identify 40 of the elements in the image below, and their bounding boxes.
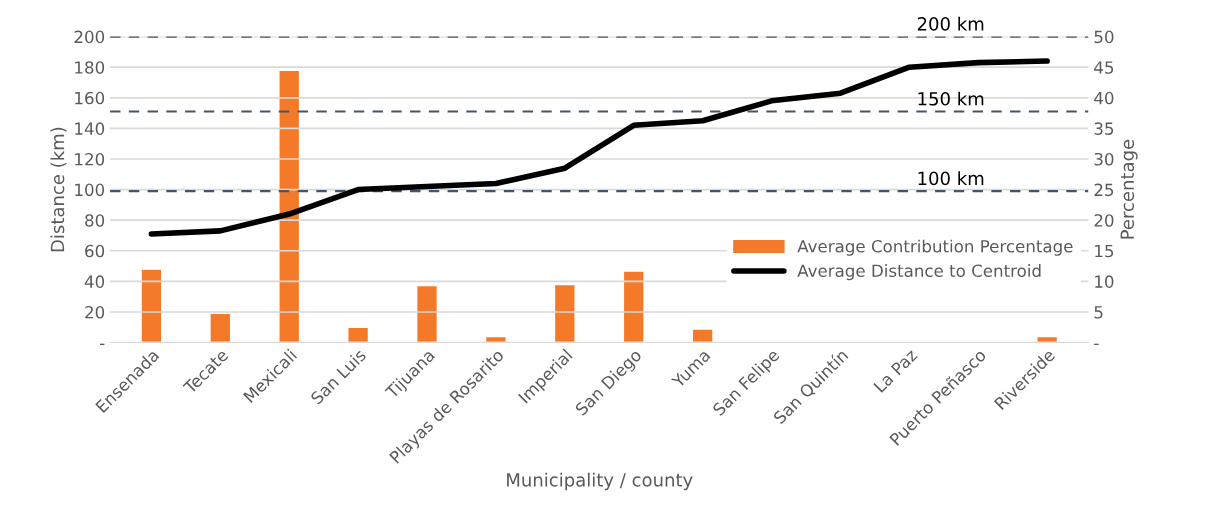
y-axis-title: Distance (km): [50, 127, 67, 252]
y2-tick-label: -: [1094, 343, 1099, 345]
ref-line-label: 150 km: [918, 91, 984, 106]
y-tick-label: 100: [75, 183, 105, 197]
y-tick-label: 120: [75, 152, 105, 166]
x-tick-label: La Paz: [873, 348, 918, 393]
y2-tick-label: 10: [1095, 275, 1114, 288]
y2-axis-title: Percentage: [1120, 139, 1138, 239]
x-tick-label: San Luis: [309, 348, 367, 405]
bar: [415, 284, 439, 343]
legend-label: Average Distance to Centroid: [797, 264, 1041, 281]
y2-tick-label: 25: [1094, 183, 1114, 197]
y2-tick-label: 50: [1094, 30, 1114, 44]
y-tick-label: -: [100, 343, 105, 345]
y-tick-label: 80: [85, 214, 105, 227]
y-tick-label: 180: [75, 61, 105, 74]
y2-tick-label: 30: [1094, 152, 1114, 166]
y2-tick-label: 5: [1094, 306, 1103, 319]
y2-tick-label: 20: [1094, 214, 1114, 227]
bar: [553, 283, 576, 343]
ref-line-label: 100 km: [918, 171, 984, 186]
ref-line-label: 200 km: [917, 16, 984, 31]
legend-label: Average Contribution Percentage: [797, 239, 1073, 256]
y-tick-label: 160: [75, 91, 105, 105]
y2-tick-label: 45: [1094, 61, 1114, 74]
y-tick-label: 200: [74, 30, 105, 44]
y-tick-label: 20: [85, 305, 105, 319]
y2-tick-label: 40: [1094, 91, 1114, 105]
y-tick-label: 60: [85, 244, 105, 258]
bar: [209, 312, 232, 343]
y-tick-label: 140: [75, 122, 105, 135]
y2-tick-label: 35: [1094, 122, 1114, 135]
bar: [347, 326, 370, 343]
bar: [140, 268, 163, 343]
y2-tick-label: 15: [1095, 244, 1114, 258]
y-tick-label: 40: [84, 275, 105, 288]
bar: [278, 69, 301, 343]
bar: [691, 328, 714, 343]
bar: [622, 270, 645, 343]
x-axis-title: Municipality / county: [507, 472, 693, 491]
